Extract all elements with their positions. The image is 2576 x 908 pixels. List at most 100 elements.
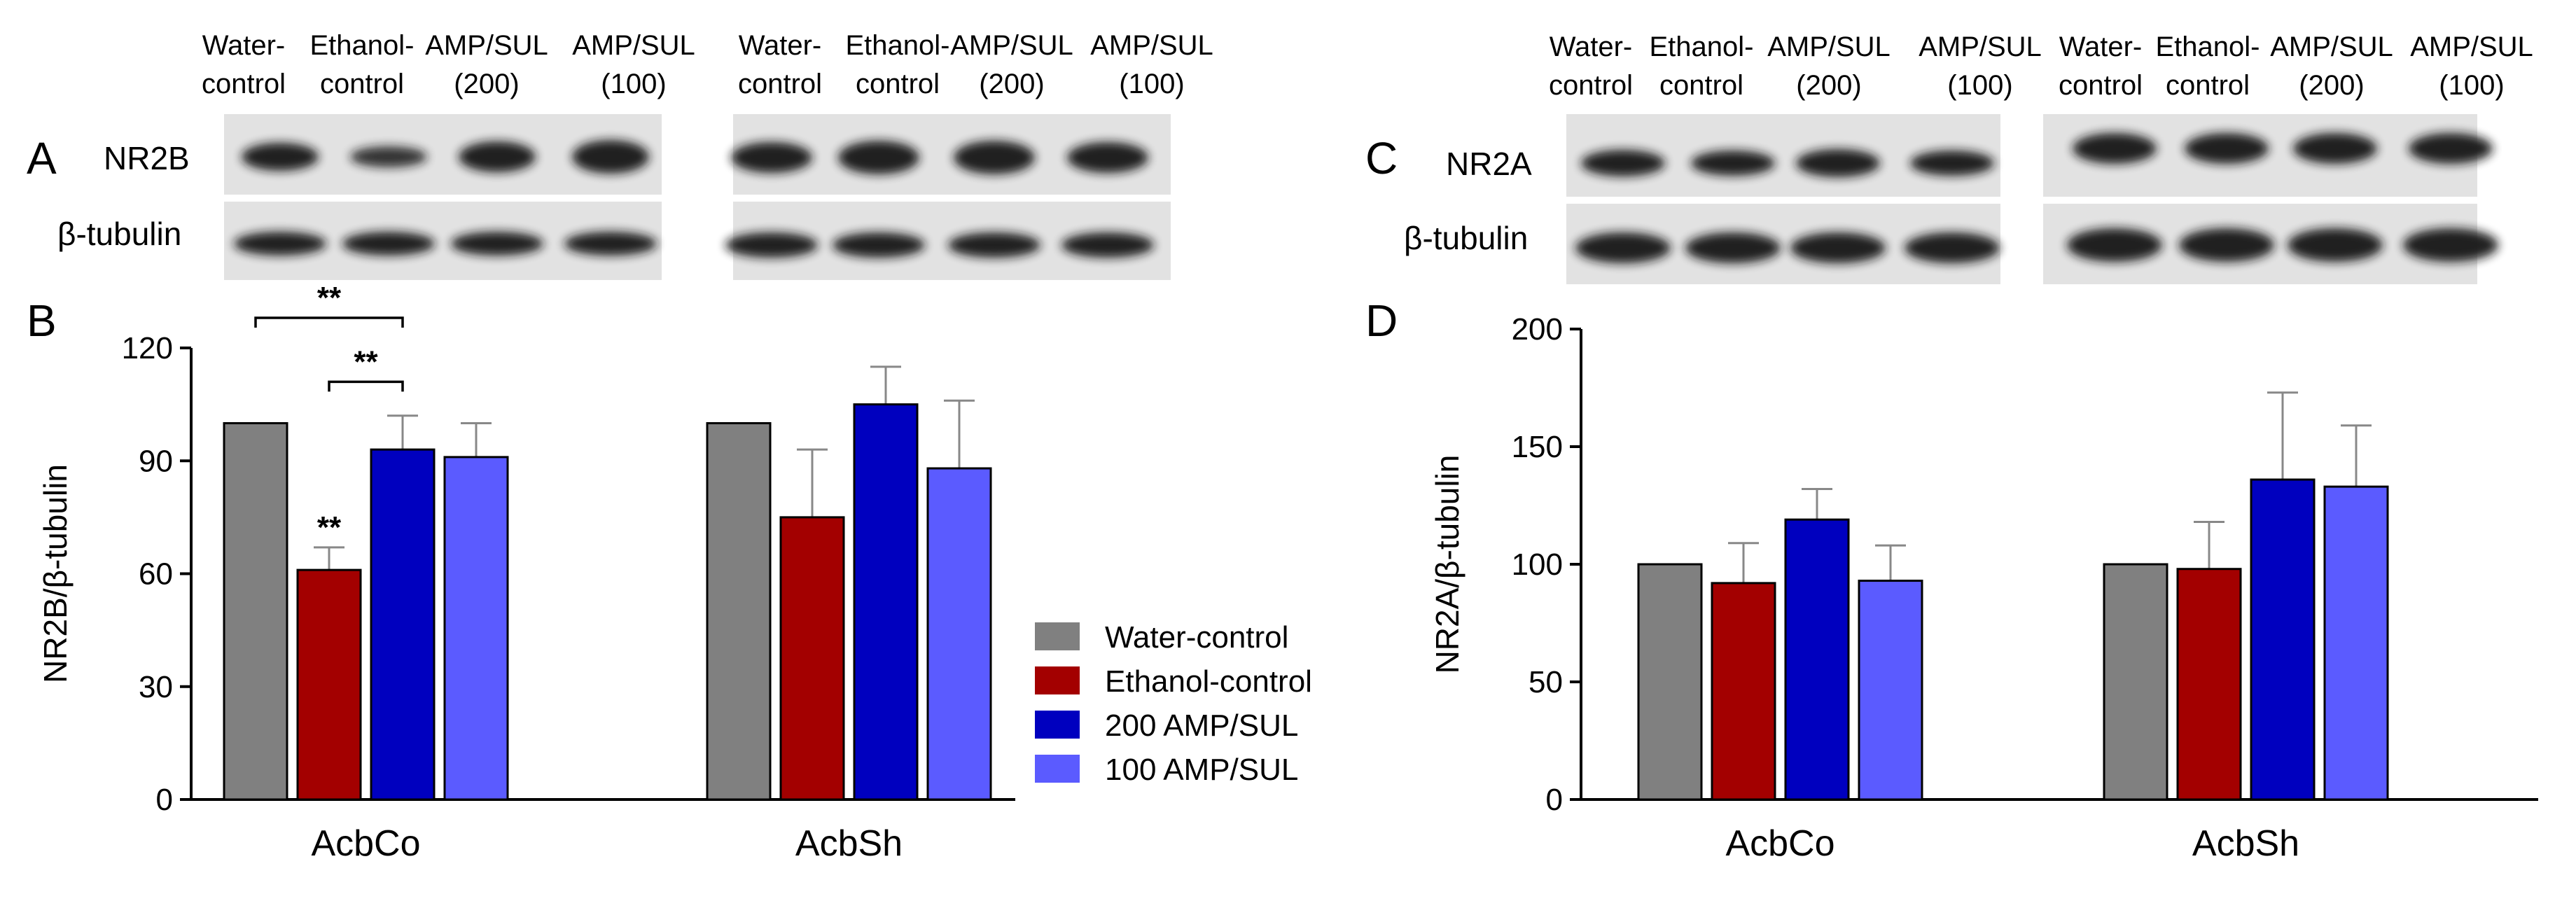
lane-header-line1: AMP/SUL [1090,30,1213,61]
legend-swatch-ethanol-control [1035,666,1080,694]
bar [370,448,436,801]
legend-label-100-amp-sul: 100 AMP/SUL [1105,753,1298,787]
significance-marker: ** [354,344,378,379]
blot-band [2293,133,2377,164]
lane-header-line1: AMP/SUL [1919,32,2042,62]
y-tick-label: 50 [1529,665,1563,699]
blot-band [342,232,435,256]
bar [2103,563,2168,801]
blot-band [1685,232,1781,263]
blot-band [2073,133,2157,164]
bar [2323,485,2389,801]
legend-item-water-control: Water-control [1035,620,1288,655]
bar [2250,478,2316,801]
blot-images-nr2b [224,114,1171,280]
blot-band [1575,232,1671,263]
legend-item-ethanol-control: Ethanol-control [1035,664,1312,699]
lane-header-line1: AMP/SUL [425,30,548,61]
blot-band [2179,228,2274,262]
lane-header-line2: control [320,69,404,99]
lane-header-line1: Water- [202,30,286,61]
y-tick-label: 60 [139,557,173,592]
lane-header-line2: control [856,69,940,99]
bar [1711,582,1776,801]
chart-panel-B: B 0 30 60 90 120 NR2B/β-tubulin AcbCo AcbSh ** **… [27,281,1015,864]
blot-band [1796,149,1880,177]
y-tick-label: 200 [1512,312,1563,347]
blot-panel-A: A NR2B β-tubulin Water-control Ethanol-co… [27,30,1213,280]
protein-label-nr2b: NR2B [104,140,190,176]
legend-swatch-100-amp-sul [1035,755,1080,783]
blot-band [1581,150,1665,176]
x-tick-label: AcbCo [311,823,420,864]
lane-header-line1: AMP/SUL [950,30,1073,61]
lane-header-line2: (100) [1119,69,1184,99]
blot-band [1905,232,2000,263]
lane-header-line1: Ethanol- [310,30,415,61]
lane-header-line2: (100) [2439,70,2504,101]
lane-header-line2: control [2059,70,2143,101]
lane-header-line1: Ethanol- [846,30,950,61]
blot-band [2185,133,2269,164]
lane-header-line2: (200) [1796,70,1861,101]
panel-letter-A: A [27,133,57,183]
bar [1784,518,1850,801]
y-tick-label: 90 [139,444,173,478]
blot-band [2067,228,2162,262]
blot-band [451,232,543,256]
lane-header-line2: control [1549,70,1633,101]
blot-band [731,142,812,173]
lane-headers-a: Water-control Ethanol-control AMP/SUL (200)… [202,30,1213,99]
lane-header-line1: AMP/SUL [2410,32,2533,62]
significance-bracket [328,380,404,392]
blot-band [1061,232,1154,258]
bar-chart-nr2a: 0 50 100 150 200 NR2A/β-tubulin AcbCo AcbSh [1429,312,2538,864]
lane-header-line2: (200) [2299,70,2364,101]
bar [223,422,288,801]
lane-header-line2: (100) [1947,70,2012,101]
blot-band [242,143,319,171]
lane-header-line2: control [202,69,286,99]
lane-header-line2: control [1659,70,1743,101]
lane-header-line1: Water- [1550,32,1633,62]
blot-band [1067,142,1148,173]
bar [1637,563,1703,801]
bar [296,568,362,801]
legend: Water-control Ethanol-control 200 AMP/SU… [1035,620,1312,787]
lane-header-line2: control [2166,70,2250,101]
bar [443,456,509,801]
legend-swatch-water-control [1035,622,1080,650]
panel-letter-B: B [27,295,57,346]
legend-label-water-control: Water-control [1105,620,1288,655]
blot-band [1910,151,1994,176]
lane-header-line2: (100) [601,69,666,99]
blot-band [2409,133,2493,164]
protein-label-nr2a: NR2A [1446,146,1532,182]
y-tick-label: 150 [1512,430,1563,464]
blot-band [948,232,1040,258]
blot-images-nr2a [1566,114,2498,284]
x-tick-label: AcbCo [1725,823,1834,864]
y-tick-label: 0 [1546,783,1563,817]
legend-swatch-200-amp-sul [1035,711,1080,739]
legend-item-200-amp-sul: 200 AMP/SUL [1035,708,1298,743]
significance-bracket [254,316,404,328]
bar [2176,568,2242,801]
bar-chart-nr2b: 0 30 60 90 120 NR2B/β-tubulin AcbCo AcbSh ** ** ** [37,281,1015,864]
lane-header-line1: AMP/SUL [1767,32,1891,62]
bar [1858,580,1923,801]
bar [853,403,919,801]
lane-header-line2: (200) [454,69,519,99]
blot-panel-C: C NR2A β-tubulin Water-control Ethanol-co… [1365,32,2533,284]
lane-header-line1: Ethanol- [1650,32,1754,62]
bar [706,422,772,801]
significance-marker: ** [317,281,342,315]
lane-header-line1: Ethanol- [2156,32,2260,62]
legend-label-ethanol-control: Ethanol-control [1105,664,1312,699]
legend-label-200-amp-sul: 200 AMP/SUL [1105,708,1298,743]
lane-header-line1: AMP/SUL [572,30,695,61]
blot-band [1691,151,1775,176]
chart-panel-D: D 0 50 100 150 200 NR2A/β-tubulin AcbCo AcbSh [1365,295,2538,864]
lane-header-line1: Water- [739,30,822,61]
